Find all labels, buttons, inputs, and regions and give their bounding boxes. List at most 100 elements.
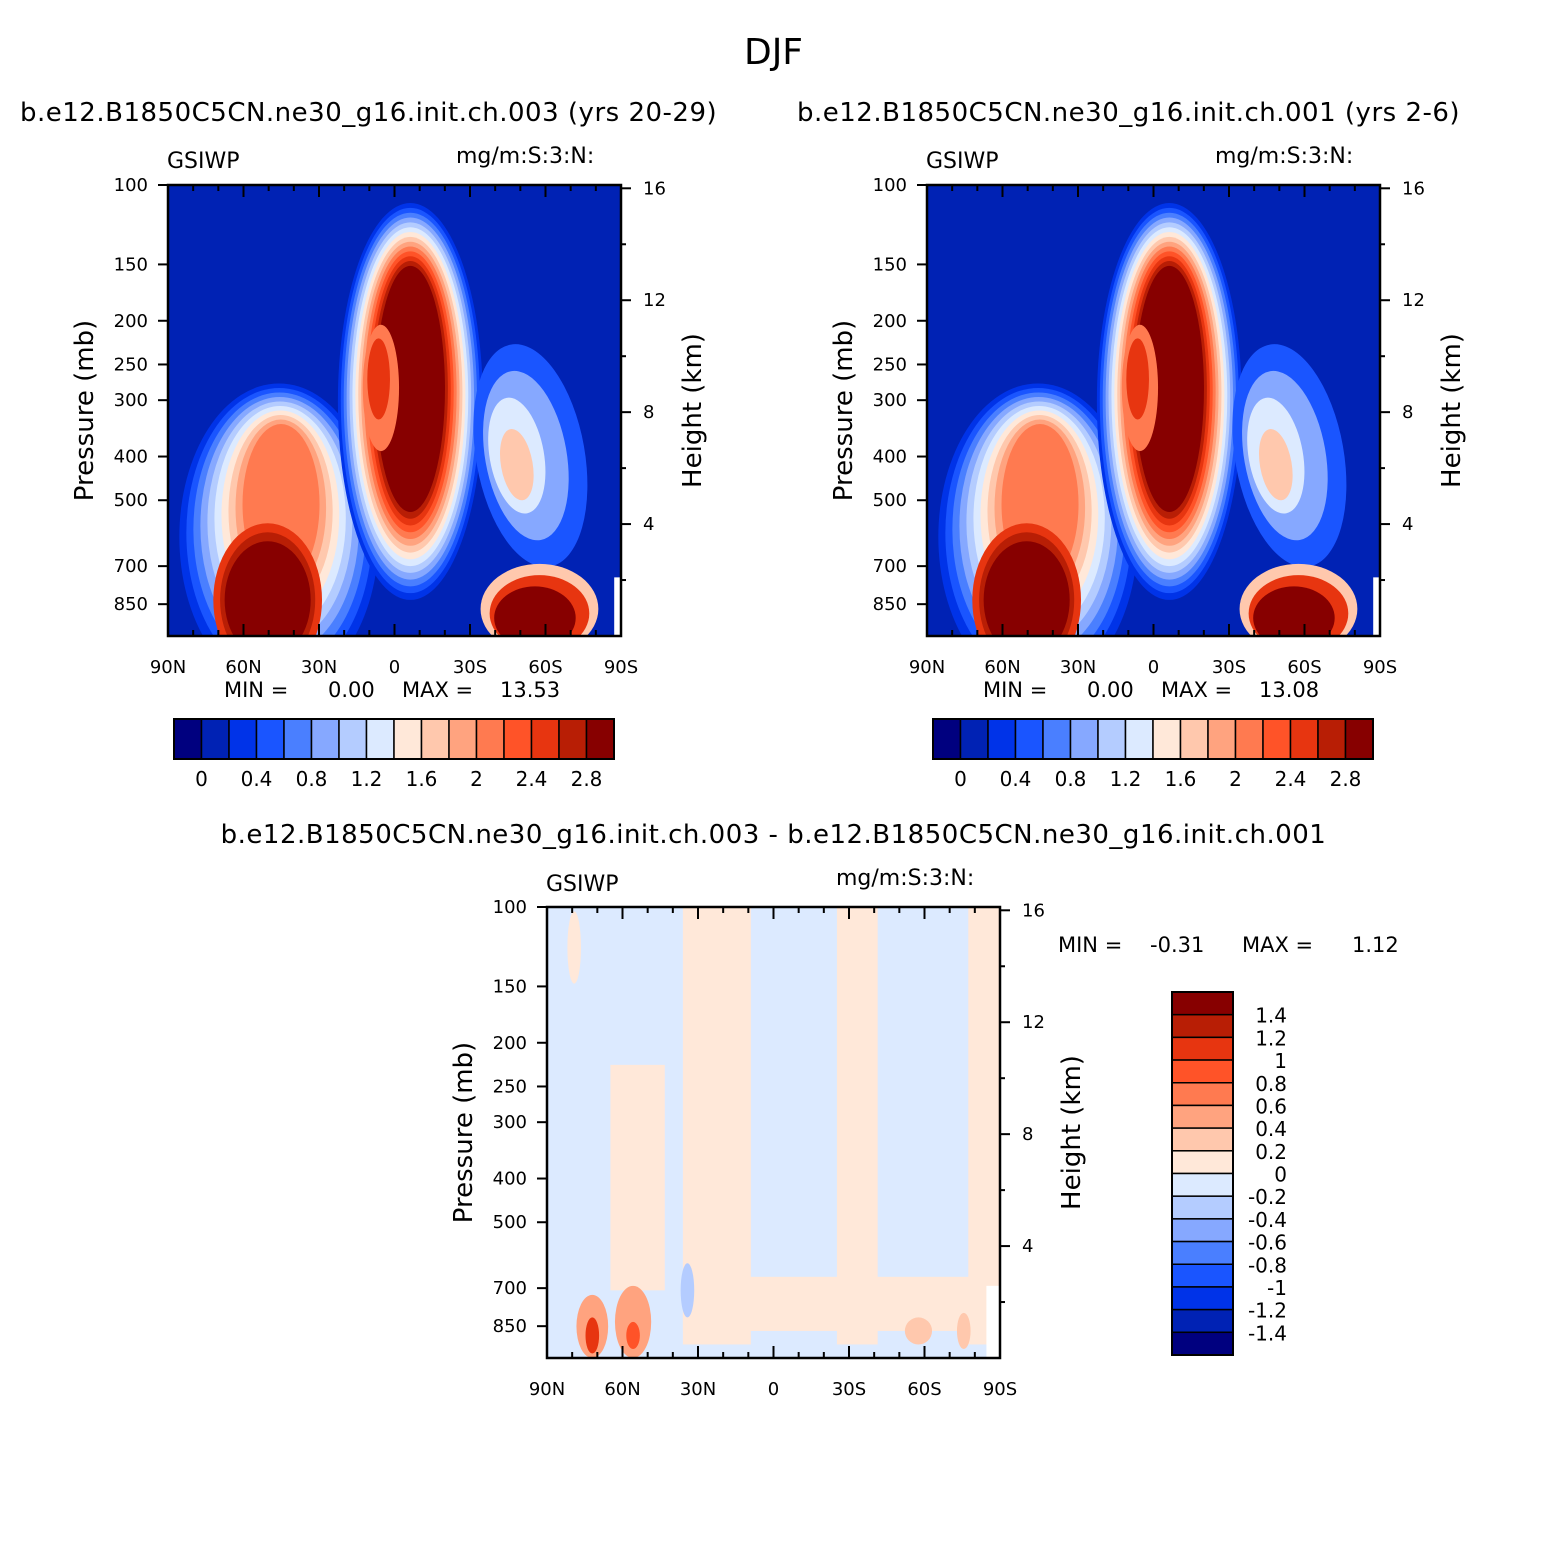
panel3-min-value: -0.31	[1150, 933, 1205, 957]
colorbar-box	[338, 718, 368, 760]
colorbar-box	[530, 718, 560, 760]
colorbar-box	[585, 718, 615, 760]
panel3-title: b.e12.B1850C5CN.ne30_g16.init.ch.003 - b…	[220, 820, 1327, 850]
colorbar-box	[959, 718, 989, 760]
contour-north-low-15	[983, 541, 1070, 636]
panel1-variable-label: GSIWP	[167, 149, 240, 174]
y2-tick-label: 12	[1402, 290, 1425, 311]
colorbar-label: 2.4	[1275, 767, 1307, 791]
y-tick-label: 100	[493, 897, 527, 918]
contour-south-low-15	[1253, 586, 1335, 636]
x-tick-label: 60N	[225, 657, 261, 678]
colorbar-label: -0.6	[1248, 1231, 1287, 1255]
contour-north-low-15	[224, 541, 311, 636]
panel1-units-label: mg/m:S:3:N:	[456, 144, 595, 169]
y-tick-label: 850	[493, 1316, 527, 1337]
missing-region	[1373, 577, 1380, 636]
y-tick-label: 850	[114, 594, 148, 615]
colorbar-box	[1171, 1082, 1234, 1107]
colorbar-box	[255, 718, 285, 760]
y-tick-label: 700	[114, 556, 148, 577]
panel1-min-label: MIN =	[224, 678, 289, 702]
colorbar-label: 0.8	[1255, 1072, 1287, 1096]
colorbar-label: 0	[195, 767, 208, 791]
y2-axis-title: Height (km)	[1437, 333, 1467, 488]
y-tick-label: 400	[493, 1169, 527, 1190]
colorbar-label: 0.6	[1255, 1094, 1287, 1118]
panel3-variable-label: GSIWP	[546, 872, 619, 897]
y-tick-label: 300	[873, 390, 907, 411]
y-tick-label: 100	[873, 175, 907, 196]
y2-tick-label: 8	[1022, 1124, 1033, 1145]
panel1-max-value: 13.53	[500, 678, 561, 702]
colorbar-box	[1042, 718, 1072, 760]
x-tick-label: 30N	[680, 1379, 716, 1400]
x-tick-label: 60N	[604, 1379, 640, 1400]
colorbar-label: 0.8	[1055, 767, 1087, 791]
colorbar-box	[475, 718, 505, 760]
colorbar-box	[1069, 718, 1099, 760]
colorbar-box	[1171, 1240, 1234, 1265]
y-tick-label: 700	[493, 1278, 527, 1299]
y-tick-label: 250	[873, 354, 907, 375]
colorbar-box	[1171, 1172, 1234, 1197]
y-tick-label: 250	[114, 354, 148, 375]
x-tick-label: 30S	[832, 1379, 866, 1400]
colorbar-label: 0.4	[241, 767, 273, 791]
y2-axis-title: Height (km)	[678, 333, 708, 488]
contour-south-mid-9	[499, 428, 534, 501]
colorbar-box	[1262, 718, 1292, 760]
panel2-min-label: MIN =	[983, 678, 1048, 702]
x-tick-label: 0	[768, 1379, 779, 1400]
colorbar-label: 0.4	[1255, 1117, 1287, 1141]
panel3-field	[547, 907, 1000, 1358]
x-tick-label: 30N	[301, 657, 337, 678]
colorbar-label: 2.4	[516, 767, 548, 791]
diff-positive-blob	[626, 1321, 640, 1349]
colorbar-frame	[1171, 991, 1234, 1356]
panel2-field	[927, 185, 1380, 636]
panel3-max-value: 1.12	[1352, 933, 1399, 957]
diff-positive-band	[682, 1276, 978, 1331]
y-tick-label: 700	[873, 556, 907, 577]
x-tick-label: 90N	[529, 1379, 565, 1400]
colorbar-box	[448, 718, 478, 760]
colorbar-box	[1179, 718, 1209, 760]
colorbar-label: 0.2	[1255, 1140, 1287, 1164]
x-tick-label: 60N	[984, 657, 1020, 678]
panel2-min-value: 0.00	[1087, 678, 1134, 702]
contour-south-mid-9	[1258, 428, 1293, 501]
colorbar-box	[503, 718, 533, 760]
x-tick-label: 0	[1148, 657, 1159, 678]
y-tick-label: 850	[873, 594, 907, 615]
y-tick-label: 100	[114, 175, 148, 196]
contour-tropics-15	[375, 265, 445, 512]
colorbar-label: 2.8	[1330, 767, 1362, 791]
figure-title: DJF	[743, 32, 804, 73]
y2-tick-label: 8	[643, 402, 654, 423]
colorbar-box	[558, 718, 588, 760]
contour-tropics-side-13	[367, 338, 390, 420]
x-tick-label: 60S	[1287, 657, 1321, 678]
diff-negative-blob	[680, 1263, 695, 1318]
colorbar-label: 2	[470, 767, 483, 791]
colorbar-box	[1171, 1013, 1234, 1039]
panel1-min-value: 0.00	[328, 678, 375, 702]
colorbar-frame	[173, 718, 615, 760]
y-tick-label: 150	[493, 976, 527, 997]
colorbar-label: 0.4	[1000, 767, 1032, 791]
x-tick-label: 0	[389, 657, 400, 678]
x-tick-label: 90S	[604, 657, 638, 678]
y-tick-label: 300	[114, 390, 148, 411]
panel1-max-label: MAX =	[402, 678, 474, 702]
colorbar-box	[1234, 718, 1264, 760]
colorbar-box	[1171, 1104, 1234, 1129]
y-tick-label: 400	[114, 447, 148, 468]
missing-region	[614, 577, 621, 636]
colorbar-box	[283, 718, 313, 760]
colorbar-label: 1.2	[1255, 1026, 1287, 1050]
colorbar-box	[228, 718, 258, 760]
y2-tick-label: 16	[1402, 178, 1425, 199]
y2-tick-label: 16	[1022, 900, 1045, 921]
